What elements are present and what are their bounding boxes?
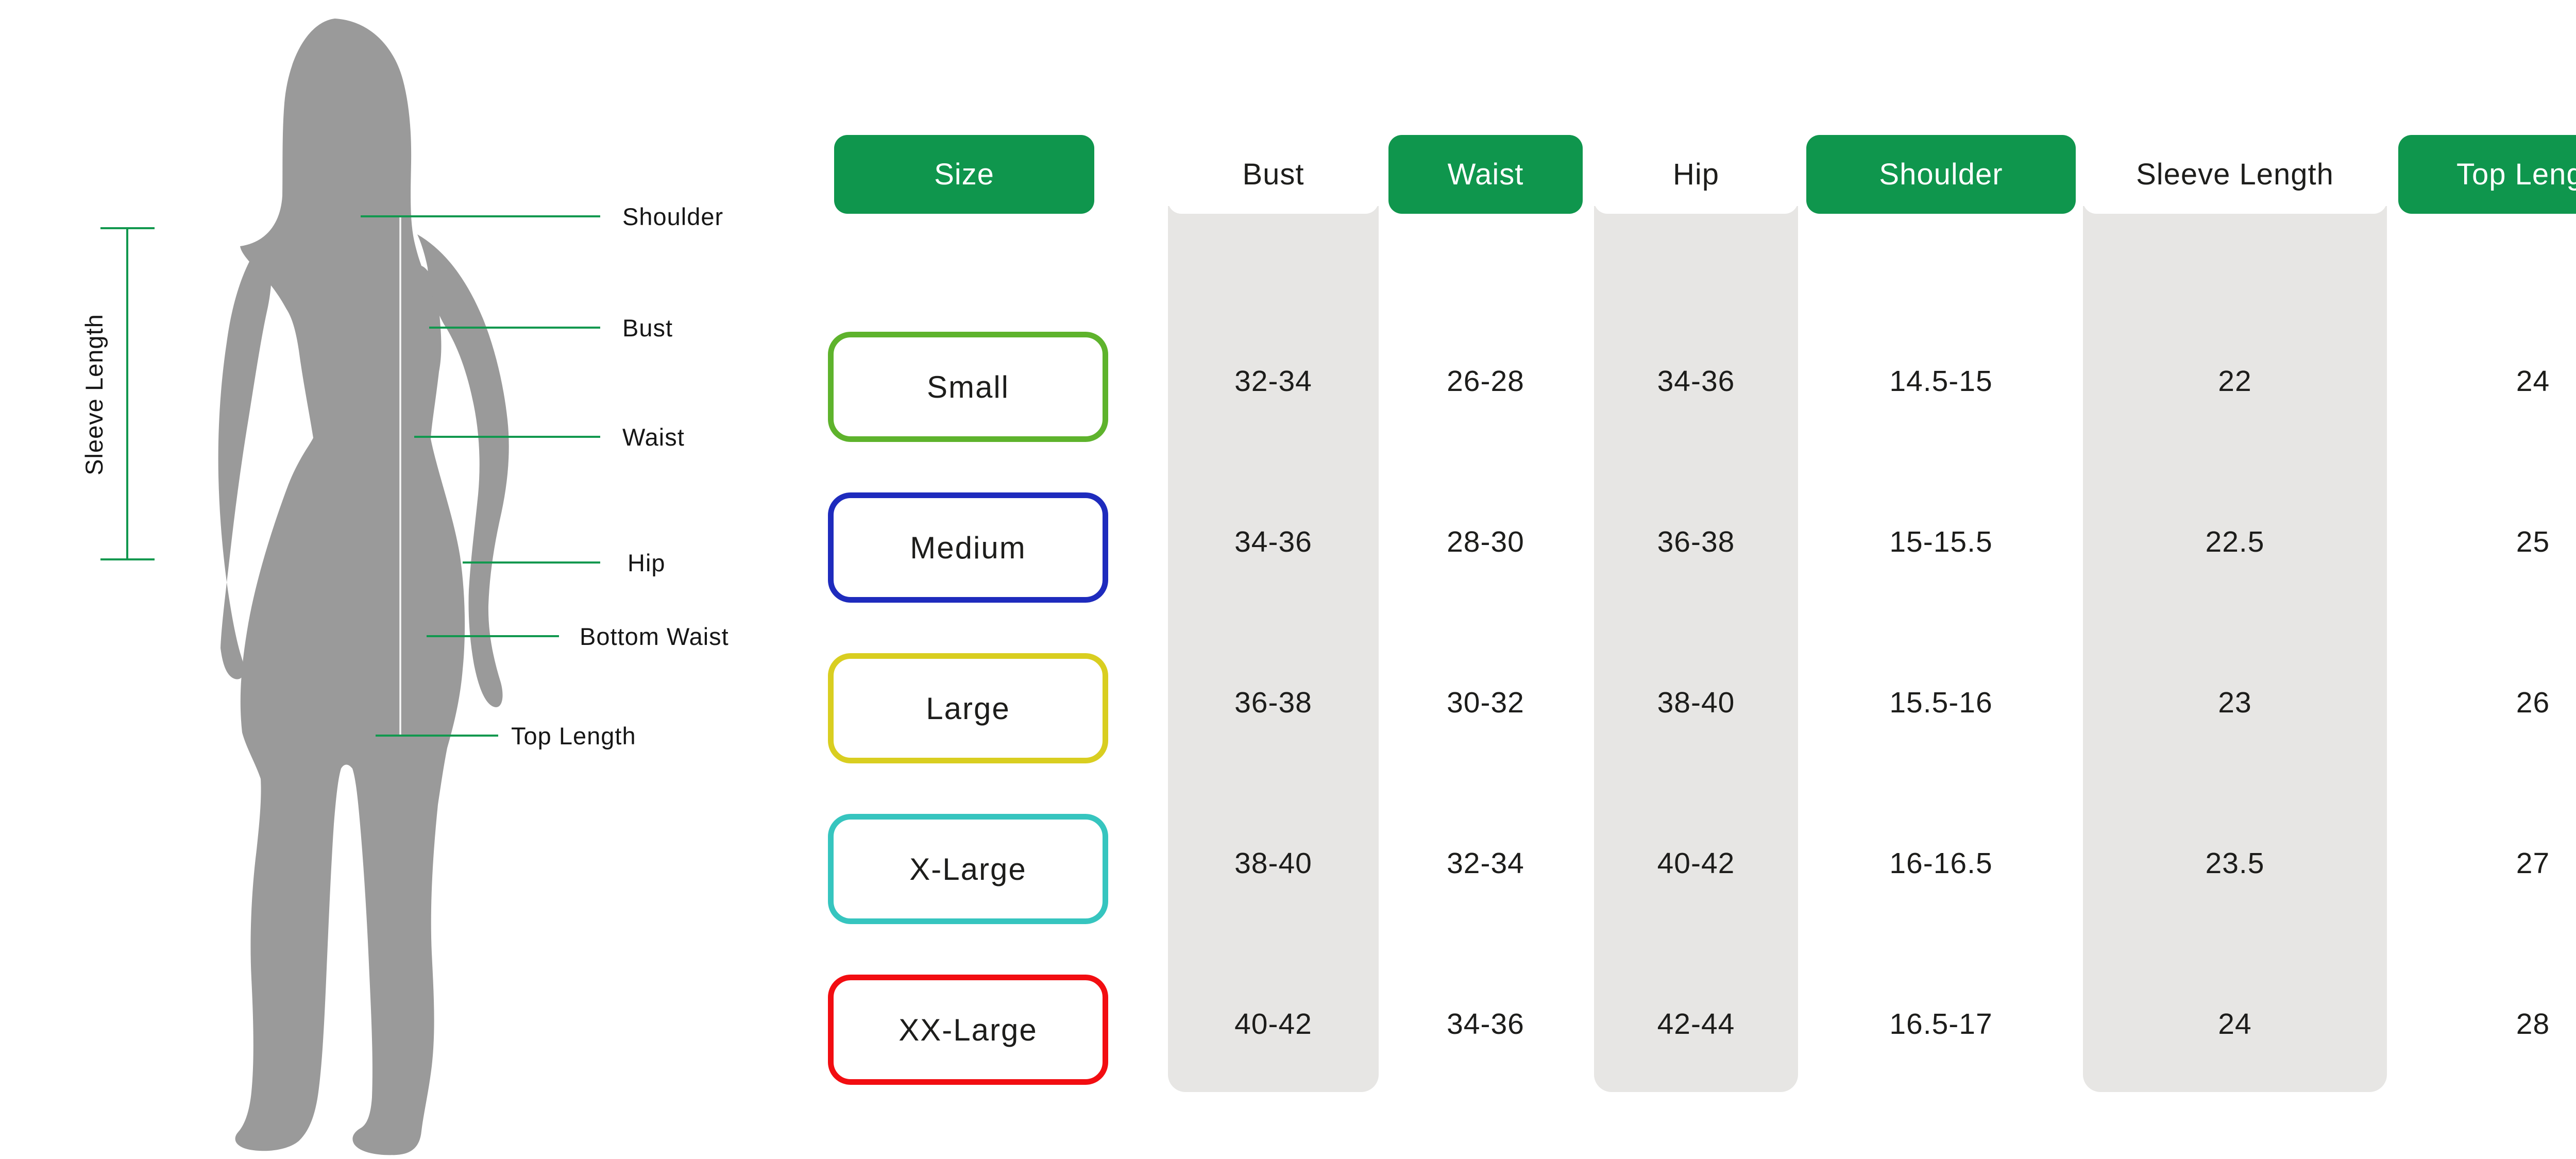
measure-label-waist: Waist [622,423,685,451]
cell-x-large-hip: 40-42 [1657,847,1735,880]
cell-small-shoulder: 14.5-15 [1889,365,1993,398]
silhouette-right-arm [417,234,509,707]
cell-xx-large-bust: 40-42 [1234,1008,1312,1041]
sleeve-measure-line [126,228,128,560]
cell-x-large-sleeve-length: 23.5 [2205,847,2265,880]
measure-line-bust [429,327,600,329]
measure-label-bust: Bust [622,314,673,342]
measure-line-waist [414,436,600,438]
measure-label-hip: Hip [628,549,666,576]
silhouette-body [235,19,465,1155]
cell-medium-waist: 28-30 [1447,525,1524,558]
size-pill-small: Small [828,332,1108,442]
cell-large-shoulder: 15.5-16 [1889,686,1993,719]
sleeve-measure-cap-top [100,227,155,229]
cell-large-top-length: 26 [2516,686,2550,719]
measure-line-bottom-waist [427,635,559,637]
size-pill-medium: Medium [828,492,1108,603]
measure-line-top-length [376,735,498,737]
cell-large-bust: 36-38 [1234,686,1312,719]
column-stripe-bust [1168,206,1379,1092]
column-header-waist: Waist [1388,135,1583,214]
measure-line-shoulder [361,215,600,217]
cell-xx-large-shoulder: 16.5-17 [1889,1008,1993,1041]
column-header-hip: Hip [1594,135,1798,214]
measure-label-shoulder: Shoulder [622,202,724,230]
cell-medium-sleeve-length: 22.5 [2205,525,2265,558]
column-stripe-sleeve-length [2083,206,2387,1092]
cell-x-large-bust: 38-40 [1234,847,1312,880]
column-header-sleeve-length: Sleeve Length [2083,135,2387,214]
cell-small-top-length: 24 [2516,365,2550,398]
column-header-bust: Bust [1168,135,1379,214]
cell-xx-large-sleeve-length: 24 [2218,1008,2252,1041]
size-pill-xx-large: XX-Large [828,975,1108,1085]
cell-medium-top-length: 25 [2516,525,2550,558]
cell-xx-large-waist: 34-36 [1447,1008,1524,1041]
cell-medium-hip: 36-38 [1657,525,1735,558]
column-header-top-length: Top Length [2398,135,2576,214]
measure-label-top-length: Top Length [511,722,636,749]
cell-small-waist: 26-28 [1447,365,1524,398]
cell-small-bust: 32-34 [1234,365,1312,398]
cell-xx-large-top-length: 28 [2516,1008,2550,1041]
cell-large-hip: 38-40 [1657,686,1735,719]
cell-x-large-top-length: 27 [2516,847,2550,880]
cell-small-sleeve-length: 22 [2218,365,2252,398]
size-pill-x-large: X-Large [828,814,1108,924]
column-header-shoulder: Shoulder [1806,135,2076,214]
measure-label-bottom-waist: Bottom Waist [580,622,729,650]
size-pill-large: Large [828,653,1108,763]
cell-x-large-shoulder: 16-16.5 [1889,847,1993,880]
column-header-size: Size [834,135,1094,214]
column-stripe-hip [1594,206,1798,1092]
cell-medium-shoulder: 15-15.5 [1889,525,1993,558]
cell-large-sleeve-length: 23 [2218,686,2252,719]
cell-medium-bust: 34-36 [1234,525,1312,558]
sleeve-length-label: Sleeve Length [80,314,108,475]
cell-large-waist: 30-32 [1447,686,1524,719]
cell-small-hip: 34-36 [1657,365,1735,398]
silhouette-left-arm [218,247,272,679]
measure-line-hip [463,561,600,564]
cell-x-large-waist: 32-34 [1447,847,1524,880]
cell-xx-large-hip: 42-44 [1657,1008,1735,1041]
female-silhouette [218,19,509,1155]
sleeve-measure-cap-bottom [100,558,155,560]
